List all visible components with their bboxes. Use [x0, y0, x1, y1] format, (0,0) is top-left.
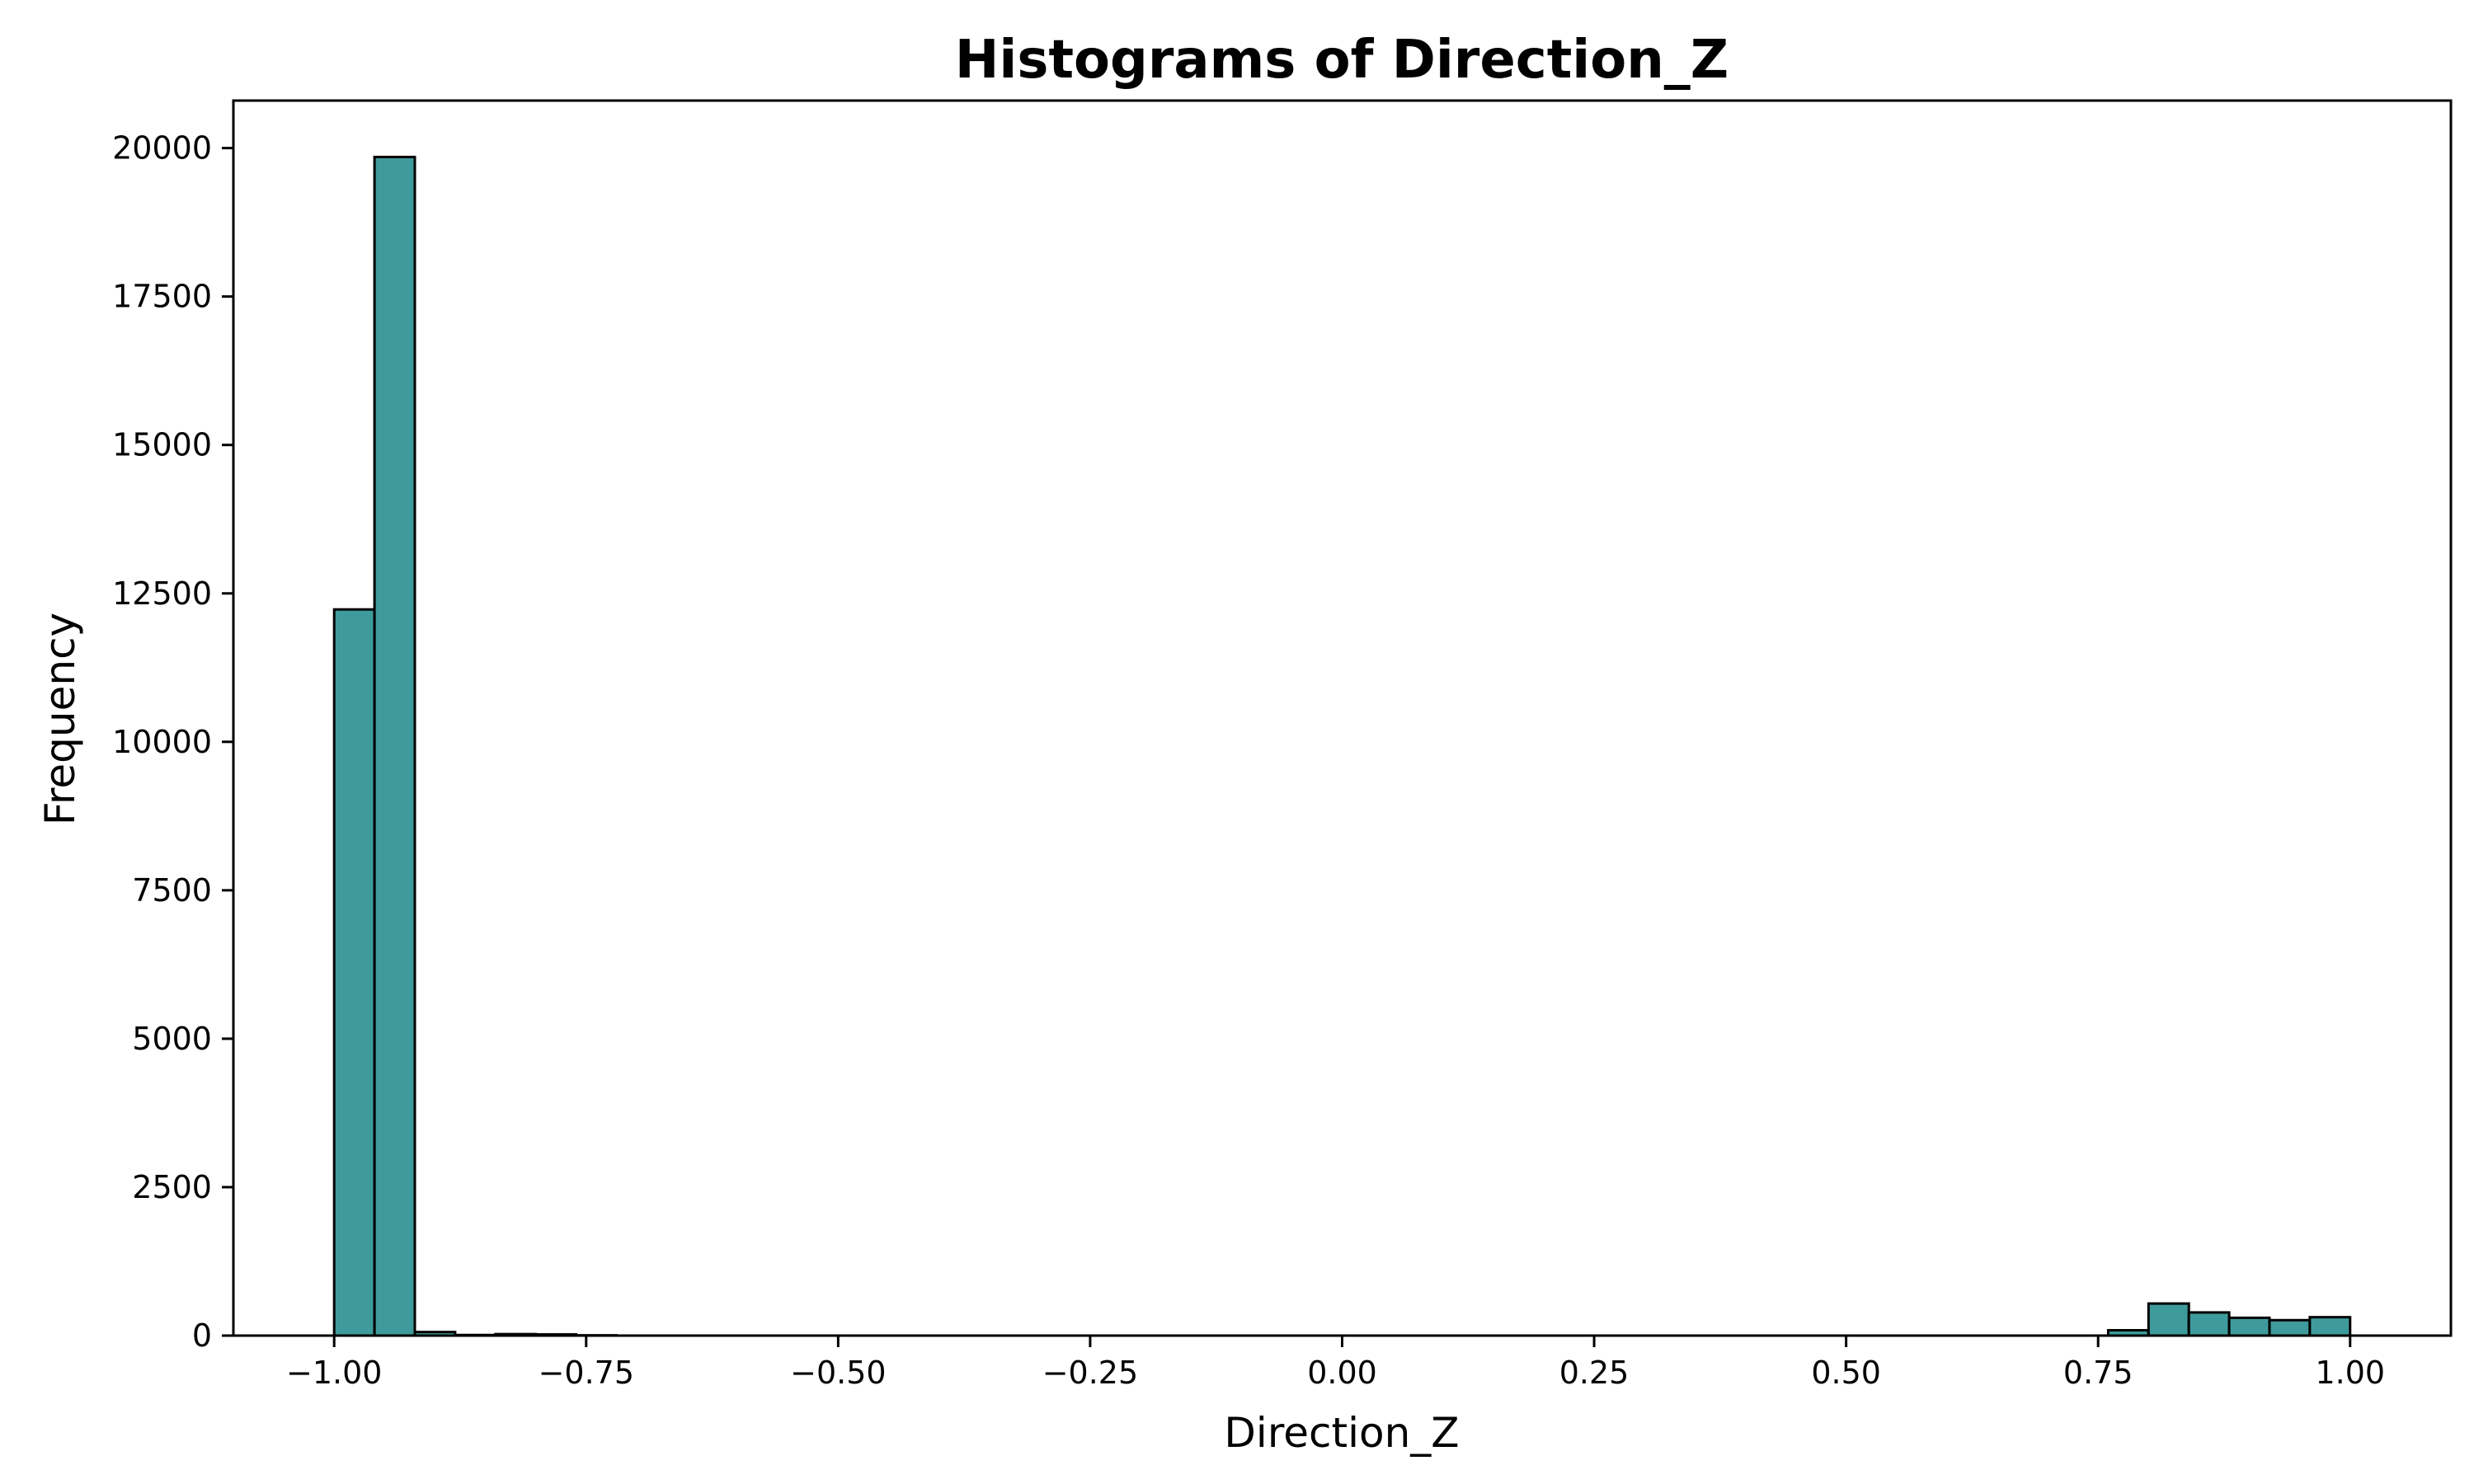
y-tick-label: 7500: [132, 872, 212, 909]
histogram-bar: [2227, 1316, 2271, 1337]
x-tick-label: −0.75: [539, 1355, 634, 1391]
histogram-bar: [2308, 1316, 2352, 1337]
y-tick-label: 5000: [132, 1021, 212, 1057]
y-tick-label: 0: [192, 1317, 212, 1354]
y-axis-label: Frequency: [36, 613, 84, 825]
histogram-bar: [373, 155, 416, 1337]
y-tick-label: 20000: [112, 130, 212, 167]
x-tick-label: 0.25: [1559, 1355, 1630, 1391]
x-tick-label: 0.00: [1307, 1355, 1377, 1391]
y-axis-ticks: 0 2500 5000 7500 10000 12500 15000 17500 20000: [112, 130, 233, 1354]
histogram-bar: [2268, 1318, 2312, 1337]
x-tick-label: −0.50: [790, 1355, 886, 1391]
histogram-bar: [332, 608, 376, 1337]
x-tick-label: −0.25: [1042, 1355, 1138, 1391]
x-tick-label: 0.50: [1811, 1355, 1881, 1391]
x-axis-ticks: −1.00 −0.75 −0.50 −0.25 0.00 0.25 0.50 0.75 1.00: [286, 1336, 2385, 1391]
histogram-bar: [2147, 1302, 2190, 1337]
y-tick-label: 15000: [112, 427, 212, 463]
y-tick-label: 12500: [112, 575, 212, 612]
x-tick-label: 0.75: [2063, 1355, 2133, 1391]
plot-area-frame: [232, 99, 2453, 1337]
y-tick-label: 17500: [112, 279, 212, 315]
histogram-bar: [2187, 1311, 2231, 1337]
bars-group: [332, 155, 2352, 1337]
chart-title: Histograms of Direction_Z: [955, 30, 1729, 91]
x-tick-label: 1.00: [2315, 1355, 2385, 1391]
x-tick-label: −1.00: [286, 1355, 382, 1391]
y-tick-label: 2500: [132, 1169, 212, 1205]
x-axis-label: Direction_Z: [1224, 1409, 1459, 1457]
y-tick-label: 10000: [112, 724, 212, 760]
